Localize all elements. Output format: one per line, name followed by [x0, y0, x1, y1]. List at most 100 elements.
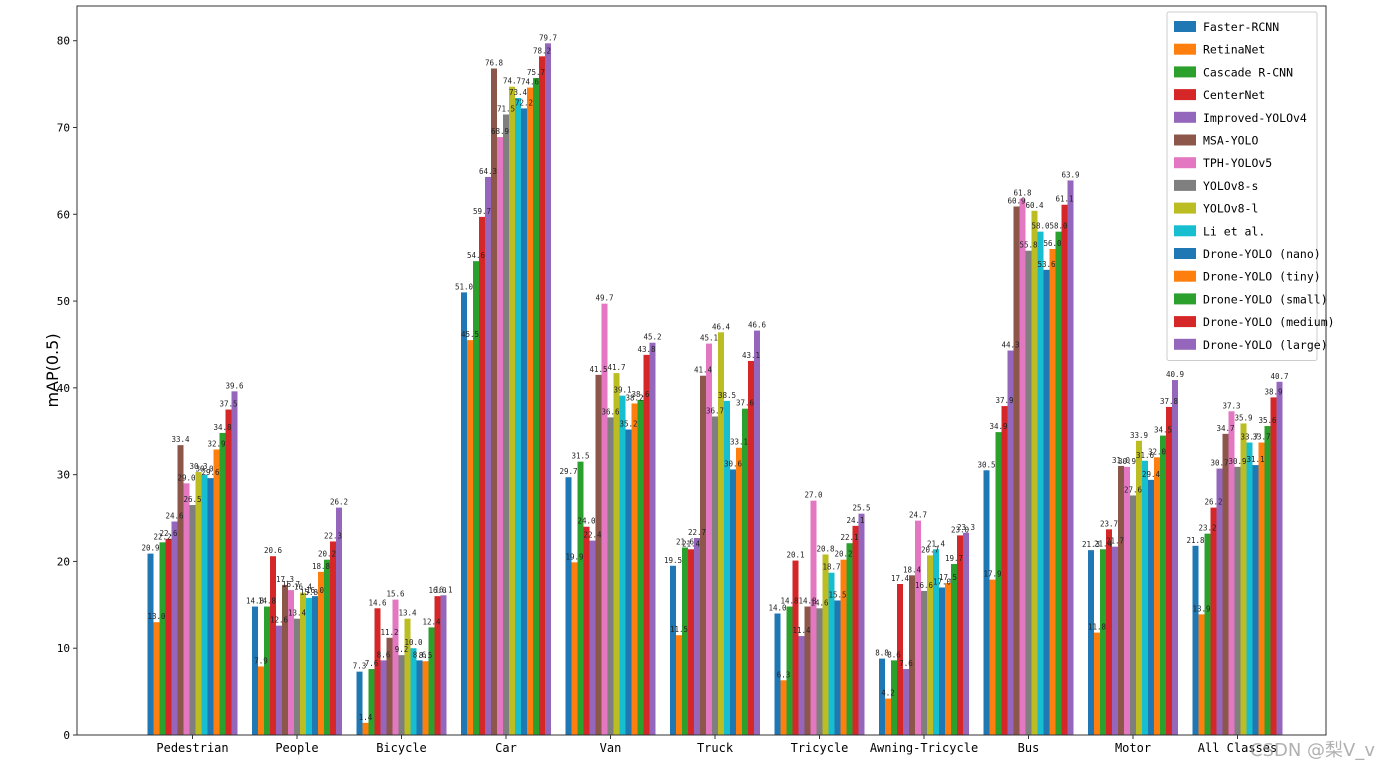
legend-swatch — [1174, 66, 1196, 78]
bar-value-label: 11.4 — [792, 626, 811, 635]
bar-value-label: 44.3 — [1001, 341, 1019, 350]
y-tick-label: 80 — [57, 35, 70, 48]
bar — [858, 513, 865, 735]
bar-value-label: 14.8 — [780, 597, 799, 606]
bar — [1055, 231, 1062, 735]
bar — [828, 572, 835, 735]
category-label: Awning-Tricycle — [870, 741, 978, 755]
bar-value-label: 20.9 — [141, 544, 159, 553]
bar — [736, 447, 742, 735]
legend-swatch — [1174, 43, 1196, 55]
legend-swatch — [1174, 293, 1196, 305]
bar — [1246, 442, 1253, 735]
bar-value-label: 30.3 — [189, 462, 207, 471]
bar-value-label: 14.8 — [246, 597, 265, 606]
bar — [1240, 423, 1247, 735]
bar — [676, 635, 682, 735]
legend: Faster-RCNN RetinaNet Cascade R-CNN CenterN… — [1166, 11, 1335, 361]
bar — [159, 542, 166, 735]
bar-value-label: 30.0 — [195, 465, 214, 474]
bar-value-label: 75.7 — [527, 68, 545, 77]
legend-swatch — [1174, 179, 1196, 191]
bar — [398, 655, 405, 735]
bar — [933, 549, 939, 735]
legend-label: Drone-YOLO (tiny) — [1203, 270, 1321, 284]
bar-value-label: 55.8 — [1019, 241, 1038, 250]
bar-value-label: 71.5 — [497, 104, 515, 113]
bar — [410, 648, 417, 735]
bar — [521, 108, 527, 735]
bar — [330, 541, 336, 735]
bar — [780, 680, 787, 735]
bar — [595, 374, 602, 735]
legend-swatch — [1174, 316, 1196, 328]
bar-value-label: 32.9 — [207, 439, 225, 448]
bar — [816, 608, 823, 735]
bar-value-label: 26.2 — [1204, 498, 1222, 507]
category-label: Tricycle — [791, 741, 849, 755]
bar-value-label: 79.7 — [539, 33, 557, 42]
bar-value-label: 20.2 — [318, 550, 336, 559]
bar-value-label: 17.3 — [276, 575, 294, 584]
bar-value-label: 76.8 — [485, 58, 504, 67]
bar — [195, 472, 202, 735]
bar — [927, 555, 933, 735]
bar — [589, 540, 596, 735]
y-tick-label: 70 — [57, 122, 70, 135]
bar-value-label: 21.8 — [1186, 536, 1205, 545]
category-label: Bicycle — [376, 741, 427, 755]
legend-swatch — [1174, 202, 1196, 214]
bar-value-label: 17.5 — [939, 573, 957, 582]
bar-value-label: 24.6 — [165, 512, 184, 521]
bar — [1166, 406, 1172, 735]
bar — [742, 408, 748, 735]
bar — [1067, 180, 1074, 736]
legend-label: Improved-YOLOv4 — [1203, 111, 1307, 125]
bar — [213, 449, 220, 735]
bar-value-label: 31.1 — [1246, 455, 1264, 464]
bar — [1019, 198, 1026, 735]
bar — [700, 375, 706, 735]
bar — [748, 360, 754, 735]
bar — [607, 417, 614, 735]
bar — [1276, 381, 1283, 735]
bar-value-label: 33.1 — [730, 438, 748, 447]
bar — [1192, 545, 1199, 735]
bar-value-label: 34.7 — [1216, 424, 1234, 433]
bar — [822, 554, 829, 735]
bar-value-label: 18.4 — [903, 565, 922, 574]
bar-value-label: 16.1 — [434, 585, 452, 594]
bar — [231, 391, 238, 735]
bar — [891, 660, 897, 735]
bar — [485, 176, 491, 736]
bar — [509, 86, 515, 736]
legend-swatch — [1174, 225, 1196, 237]
bar-value-label: 15.8 — [300, 588, 319, 597]
bar-value-label: 29.0 — [177, 473, 196, 482]
bar — [852, 525, 859, 735]
bar — [515, 97, 521, 735]
bar-value-label: 21.3 — [1082, 540, 1100, 549]
bar-value-label: 11.2 — [380, 628, 398, 637]
legend-box — [1166, 11, 1318, 361]
bar-value-label: 12.4 — [422, 617, 441, 626]
bar-value-label: 74.6 — [521, 78, 540, 87]
bar — [643, 354, 650, 735]
bar — [1094, 632, 1100, 735]
bar-value-label: 31.5 — [571, 452, 589, 461]
category-label: People — [275, 741, 318, 755]
bar — [1049, 249, 1056, 735]
bar — [1210, 507, 1217, 735]
legend-swatch — [1174, 157, 1196, 169]
bar-value-label: 15.5 — [828, 590, 846, 599]
y-tick-label: 10 — [57, 642, 70, 655]
bar-value-label: 17.9 — [983, 570, 1001, 579]
bar — [434, 596, 441, 735]
legend-swatch — [1174, 134, 1196, 146]
bar — [479, 216, 485, 735]
bar — [565, 477, 572, 735]
bar-value-label: 26.2 — [330, 498, 348, 507]
bar-value-label: 35.6 — [1258, 416, 1277, 425]
bar-value-label: 7.3 — [353, 662, 367, 671]
